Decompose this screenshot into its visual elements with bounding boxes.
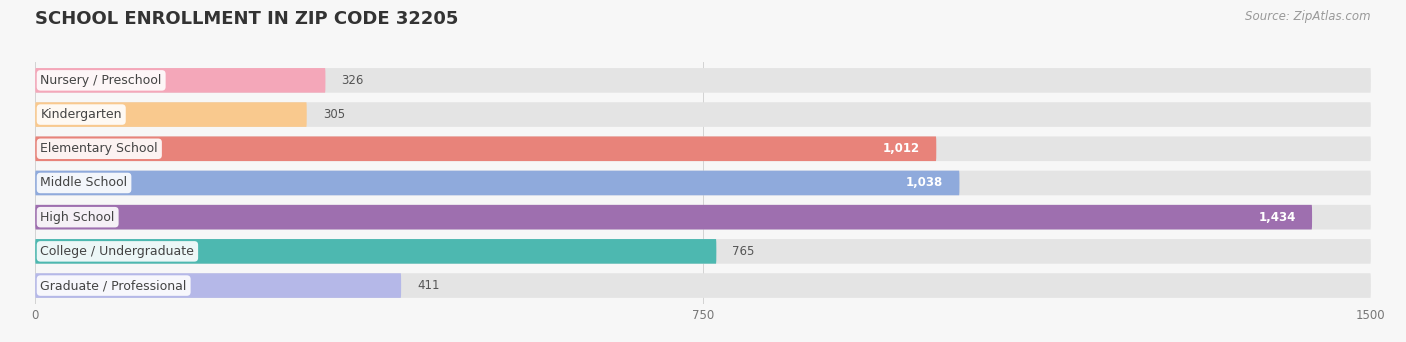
- Text: College / Undergraduate: College / Undergraduate: [41, 245, 194, 258]
- FancyBboxPatch shape: [35, 68, 325, 93]
- Text: SCHOOL ENROLLMENT IN ZIP CODE 32205: SCHOOL ENROLLMENT IN ZIP CODE 32205: [35, 10, 458, 28]
- Text: High School: High School: [41, 211, 115, 224]
- FancyBboxPatch shape: [35, 102, 1371, 127]
- FancyBboxPatch shape: [35, 171, 959, 195]
- FancyBboxPatch shape: [35, 171, 1371, 195]
- FancyBboxPatch shape: [35, 205, 1312, 229]
- FancyBboxPatch shape: [35, 136, 1371, 161]
- Text: Elementary School: Elementary School: [41, 142, 157, 155]
- Text: Graduate / Professional: Graduate / Professional: [41, 279, 187, 292]
- Text: 305: 305: [323, 108, 344, 121]
- Text: Source: ZipAtlas.com: Source: ZipAtlas.com: [1246, 10, 1371, 23]
- Text: 765: 765: [733, 245, 755, 258]
- Text: 1,434: 1,434: [1258, 211, 1296, 224]
- Text: 411: 411: [418, 279, 440, 292]
- FancyBboxPatch shape: [35, 68, 1371, 93]
- Text: Kindergarten: Kindergarten: [41, 108, 122, 121]
- FancyBboxPatch shape: [35, 239, 1371, 264]
- Text: 326: 326: [342, 74, 364, 87]
- Text: Middle School: Middle School: [41, 176, 128, 189]
- FancyBboxPatch shape: [35, 136, 936, 161]
- FancyBboxPatch shape: [35, 205, 1371, 229]
- FancyBboxPatch shape: [35, 239, 716, 264]
- FancyBboxPatch shape: [35, 273, 401, 298]
- Text: 1,038: 1,038: [907, 176, 943, 189]
- Text: Nursery / Preschool: Nursery / Preschool: [41, 74, 162, 87]
- FancyBboxPatch shape: [35, 102, 307, 127]
- FancyBboxPatch shape: [35, 273, 1371, 298]
- Text: 1,012: 1,012: [883, 142, 921, 155]
